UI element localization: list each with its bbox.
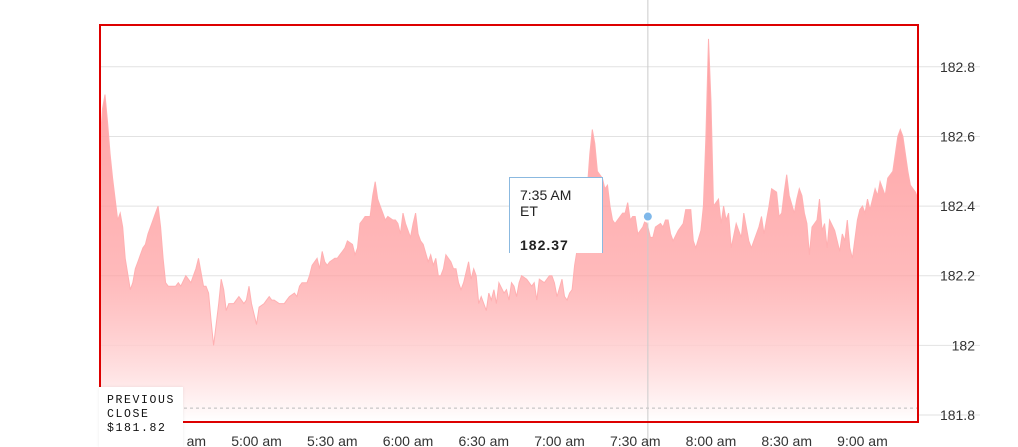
previous-close-label-line2: CLOSE: [107, 408, 150, 421]
y-tick-label: 182: [952, 337, 976, 353]
x-tick-label: 6:30 am: [458, 433, 509, 447]
y-tick-label: 182.2: [940, 268, 975, 284]
x-tick-label: 5:30 am: [307, 433, 358, 447]
previous-close-label: PREVIOUS CLOSE $181.82: [99, 387, 183, 447]
y-axis-ticks: 181.8 182 182.2 182.4 182.6 182.8: [940, 59, 975, 423]
x-tick-label: 8:00 am: [686, 433, 737, 447]
price-area: [100, 38, 918, 422]
x-tick-label: 7:30 am: [610, 433, 661, 447]
hover-point-marker[interactable]: [641, 210, 654, 223]
x-tick-label: 7:00 am: [534, 433, 585, 447]
x-tick-label: 9:00 am: [837, 433, 888, 447]
hover-tooltip: 7:35 AM ET 182.37: [509, 177, 603, 253]
y-tick-label: 181.8: [940, 407, 975, 423]
x-tick-label: 5:00 am: [231, 433, 282, 447]
x-tick-label: 8:30 am: [761, 433, 812, 447]
previous-close-label-line1: PREVIOUS: [107, 394, 176, 407]
tooltip-time: 7:35 AM ET: [520, 187, 572, 219]
tooltip-value: 182.37: [520, 237, 569, 253]
x-axis-ticks: 4:30 am5:00 am5:30 am6:00 am6:30 am7:00 …: [155, 433, 887, 447]
plot-border: [99, 24, 919, 423]
y-tick-label: 182.8: [940, 59, 975, 75]
y-tick-label: 182.6: [940, 128, 975, 144]
area-series: [100, 38, 918, 422]
previous-close-value: $181.82: [107, 422, 167, 435]
y-tick-label: 182.4: [940, 198, 975, 214]
x-tick-label: 6:00 am: [383, 433, 434, 447]
